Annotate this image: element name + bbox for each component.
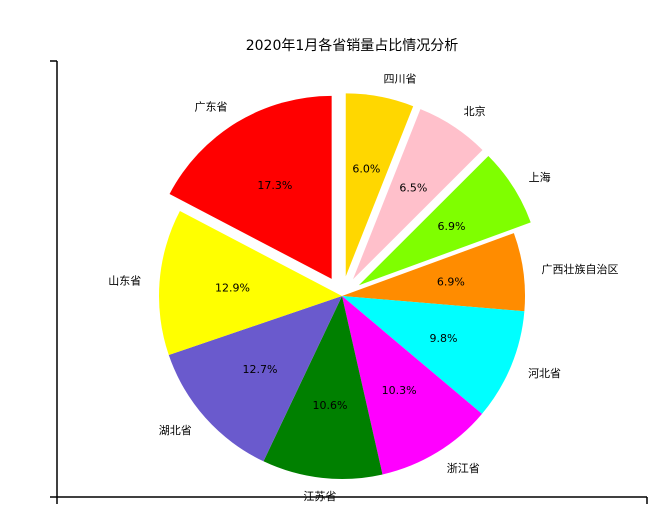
slice-percent-label: 10.3% [382, 384, 417, 397]
pie-slice [158, 211, 342, 356]
slice-percent-label: 10.6% [312, 399, 347, 412]
pie-percent-labels: 6.0% 6.5% 6.9% 6.9% 9.8% 10.3% 10.6% 12.7% 12.9%… [215, 163, 465, 413]
slice-name-label: 广西壮族自治区 [542, 262, 619, 276]
slice-percent-label: 6.0% [352, 163, 380, 176]
slice-percent-label: 17.3% [257, 179, 292, 192]
slice-percent-label: 9.8% [430, 332, 458, 345]
slice-name-label: 北京 [464, 104, 486, 118]
slice-name-label: 河北省 [528, 367, 561, 380]
slice-percent-label: 12.9% [215, 282, 250, 295]
pie-slice [352, 109, 483, 280]
pie-slice [345, 93, 414, 277]
slice-name-label: 湖北省 [159, 424, 192, 437]
slice-name-label: 四川省 [384, 73, 417, 86]
pie-slice [358, 155, 531, 286]
slice-percent-label: 6.9% [437, 275, 465, 288]
pie-slice [168, 296, 342, 462]
slice-percent-label: 6.5% [399, 182, 427, 195]
slice-percent-label: 12.7% [243, 363, 278, 376]
slice-name-label: 浙江省 [447, 462, 480, 475]
slice-percent-label: 6.9% [437, 220, 465, 233]
pie-slices [158, 93, 531, 479]
pie-slice [342, 296, 525, 414]
slice-name-label: 上海 [529, 170, 551, 184]
slice-name-label: 广东省 [194, 101, 227, 114]
slice-name-label: 江苏省 [303, 490, 336, 503]
pie-slice [263, 296, 383, 479]
pie-slice [342, 233, 525, 312]
pie-slice [169, 95, 332, 279]
slice-name-label: 山东省 [108, 275, 141, 288]
pie-slice [342, 296, 483, 475]
chart-title: 2020年1月各省销量占比情况分析 [246, 38, 459, 54]
